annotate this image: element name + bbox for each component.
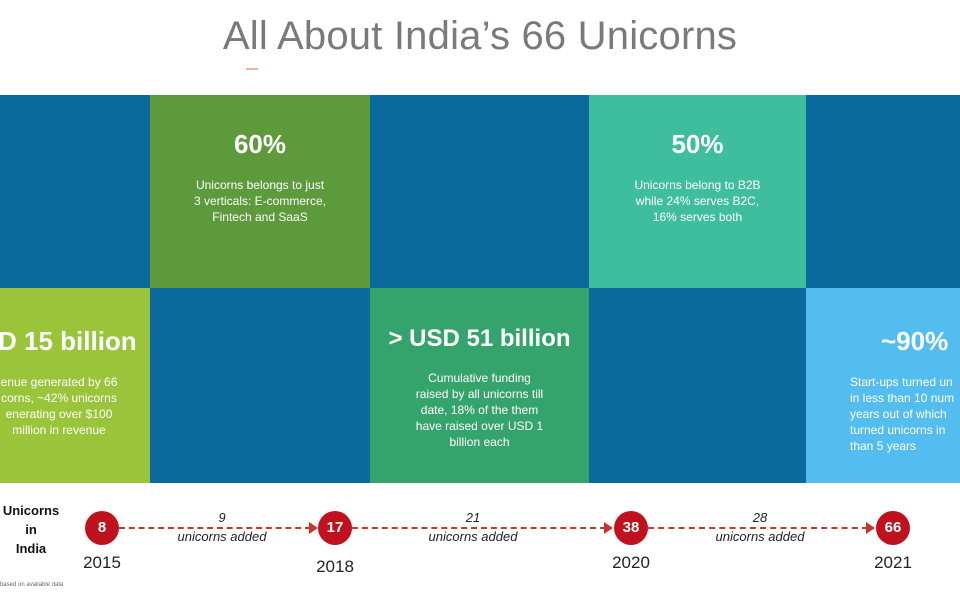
footnote: based on available data xyxy=(0,582,64,588)
blue-block xyxy=(150,288,370,483)
timeline-node: 66 xyxy=(876,511,910,545)
timeline-node: 38 xyxy=(614,511,648,545)
stat-tile-b2b: 50% Unicorns belong to B2B while 24% ser… xyxy=(589,95,806,288)
gap-label: unicorns added xyxy=(428,529,518,544)
gap-count: 28 xyxy=(752,510,768,525)
timeline-arrow-icon xyxy=(866,522,875,534)
gap-count: 21 xyxy=(465,510,481,525)
blue-block xyxy=(589,288,806,483)
stat-description: Cumulative funding raised by all unicorn… xyxy=(415,371,544,449)
timeline-label: Unicorns in India xyxy=(2,503,60,556)
gap-label: unicorns added xyxy=(715,529,805,544)
unicorn-timeline: Unicorns in India 8 17 38 66 2015 2018 2… xyxy=(0,483,960,600)
timeline-arrow-icon xyxy=(309,522,318,534)
stats-grid: 60% Unicorns belongs to just 3 verticals… xyxy=(0,95,960,483)
gap-label: unicorns added xyxy=(177,529,267,544)
title-accent-mark xyxy=(246,68,258,70)
timeline-year: 2015 xyxy=(83,553,121,572)
blue-block xyxy=(370,95,589,288)
blue-block xyxy=(806,95,960,288)
stat-value: ~90% xyxy=(881,326,949,356)
timeline-connector xyxy=(352,527,606,529)
stat-description: Unicorns belong to B2B while 24% serves … xyxy=(634,178,761,224)
timeline-year: 2020 xyxy=(612,553,650,572)
stat-value: > USD 51 billion xyxy=(388,325,571,352)
gap-count: 9 xyxy=(218,510,226,525)
timeline-arrow-icon xyxy=(604,522,613,534)
stat-description: Start-ups turned un in less than 10 num … xyxy=(850,375,955,453)
timeline-node: 8 xyxy=(85,511,119,545)
stat-value: D 15 billion xyxy=(0,326,137,356)
stat-tile-funding: > USD 51 billion Cumulative funding rais… xyxy=(370,288,589,483)
stat-tile-verticals: 60% Unicorns belongs to just 3 verticals… xyxy=(150,95,370,288)
timeline-year: 2018 xyxy=(316,557,354,576)
blue-block xyxy=(0,95,150,288)
stat-tile-speed: ~90% Start-ups turned un in less than 10… xyxy=(806,288,960,483)
timeline-year: 2021 xyxy=(874,553,912,572)
timeline-connector xyxy=(648,527,868,529)
stat-tile-revenue: D 15 billion enue generated by 66 corns,… xyxy=(0,288,150,483)
page-title: All About India’s 66 Unicorns xyxy=(222,14,738,58)
timeline-node: 17 xyxy=(318,511,352,545)
stat-description: Unicorns belongs to just 3 verticals: E-… xyxy=(193,178,327,224)
stat-description: enue generated by 66 corns, ~42% unicorn… xyxy=(0,375,118,437)
stat-value: 50% xyxy=(671,129,724,159)
stat-value: 60% xyxy=(233,129,287,159)
timeline-connector xyxy=(119,527,311,529)
